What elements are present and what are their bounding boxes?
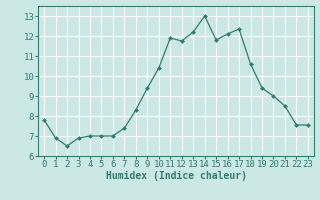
X-axis label: Humidex (Indice chaleur): Humidex (Indice chaleur) [106,171,246,181]
